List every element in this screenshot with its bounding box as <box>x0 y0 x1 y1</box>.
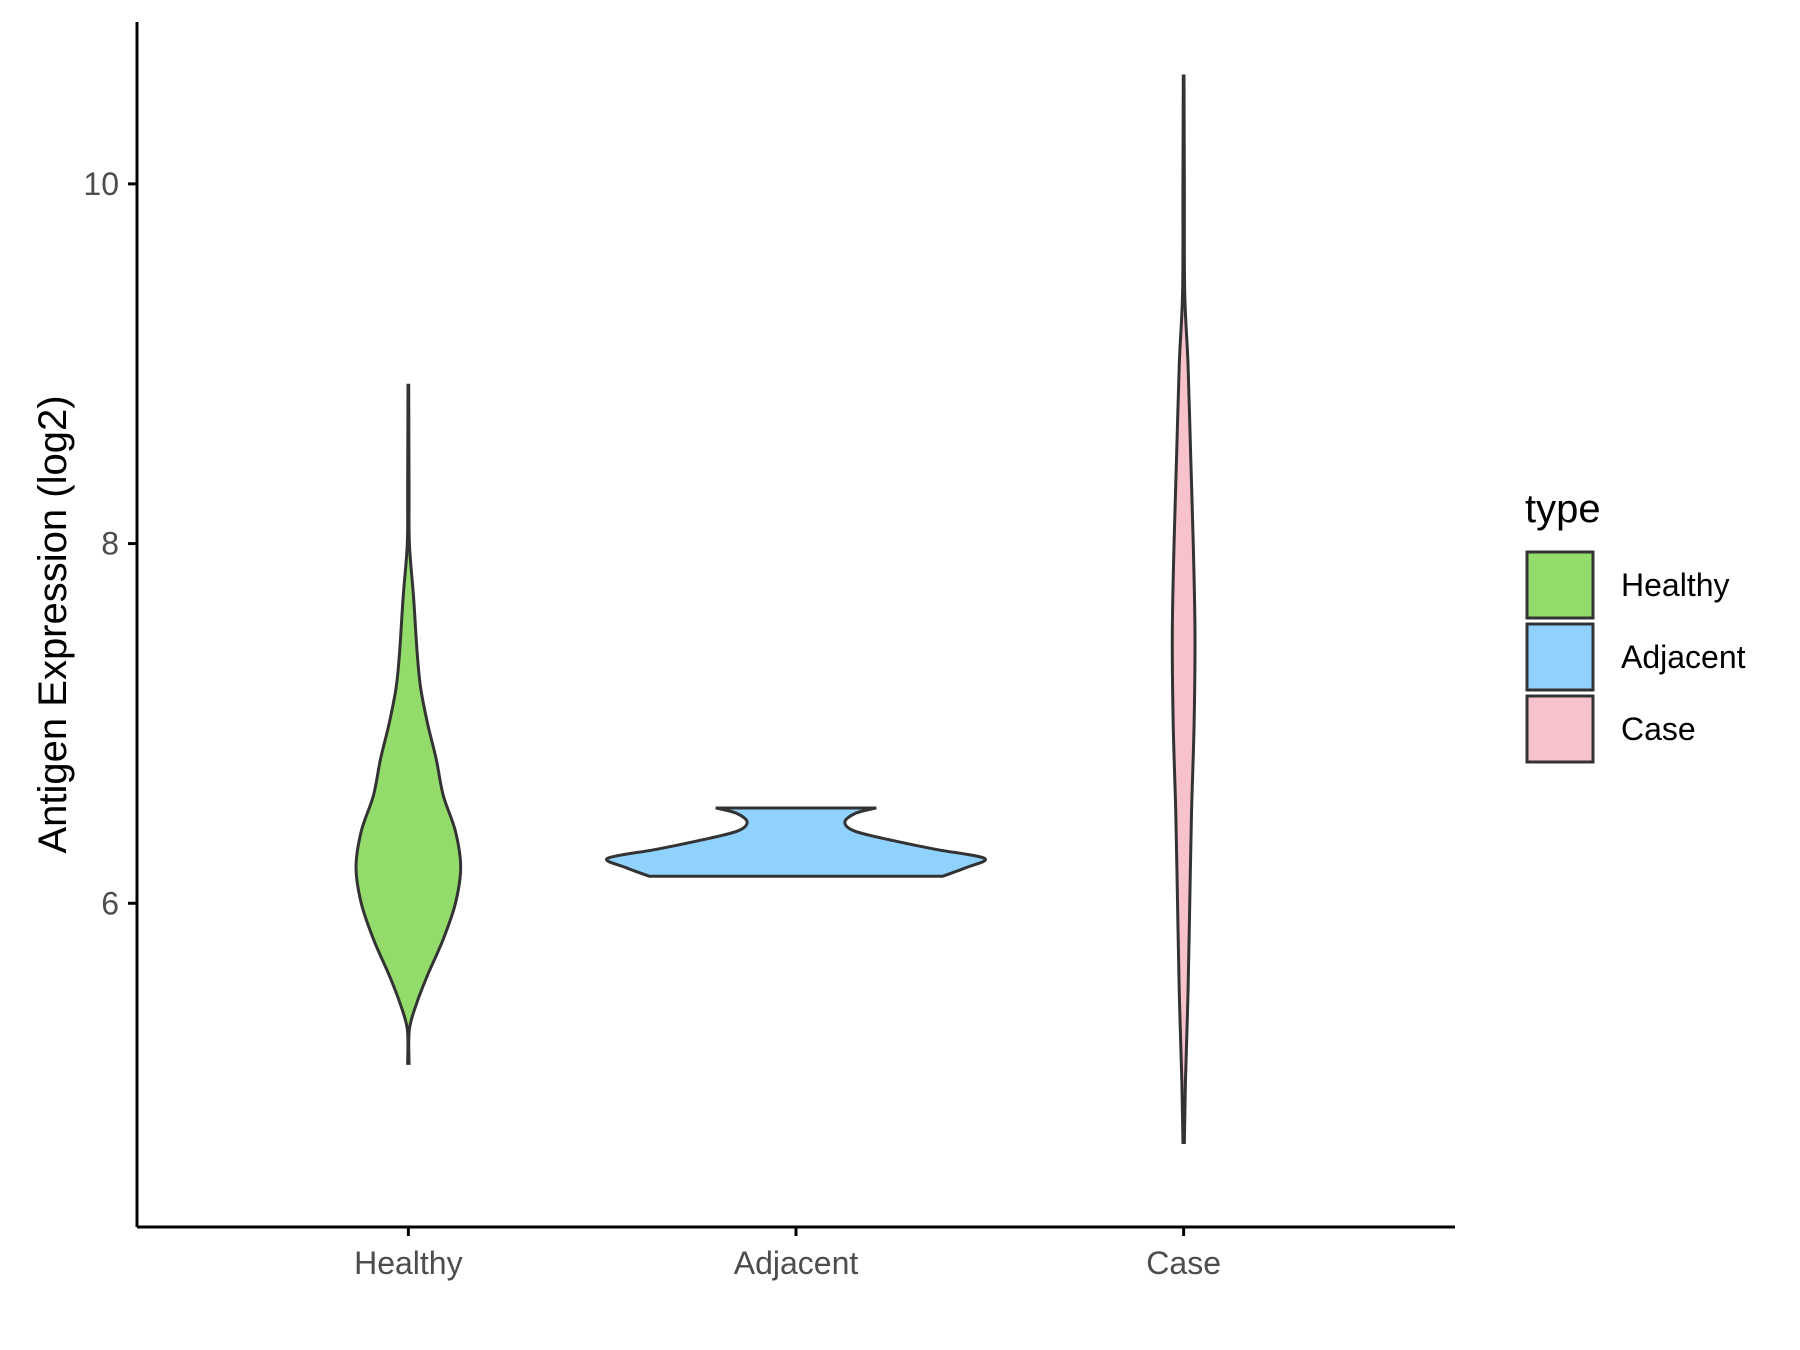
legend: type Healthy Adjacent Case <box>1525 487 1746 764</box>
legend-title: type <box>1525 487 1601 531</box>
legend-key-healthy <box>1525 550 1595 620</box>
x-tick-label: Case <box>1146 1245 1221 1281</box>
y-tick-label: 6 <box>101 885 119 921</box>
y-axis-ticks: 6 8 10 <box>83 166 137 921</box>
violin-adjacent <box>605 806 987 878</box>
x-axis-ticks: Healthy Adjacent Case <box>354 1227 1221 1281</box>
violins <box>354 74 1197 1144</box>
violin-case <box>1170 74 1197 1144</box>
legend-key-adjacent <box>1525 622 1595 692</box>
legend-label: Healthy <box>1621 567 1730 603</box>
y-tick-label: 8 <box>101 526 119 562</box>
y-axis-title: Antigen Expression (log2) <box>31 395 75 853</box>
x-tick-label: Healthy <box>354 1245 463 1281</box>
legend-label: Case <box>1621 711 1696 747</box>
x-tick-label: Adjacent <box>734 1245 859 1281</box>
y-tick-label: 10 <box>83 166 119 202</box>
legend-label: Adjacent <box>1621 639 1746 675</box>
violin-healthy <box>354 383 463 1065</box>
legend-key-case <box>1525 694 1595 764</box>
